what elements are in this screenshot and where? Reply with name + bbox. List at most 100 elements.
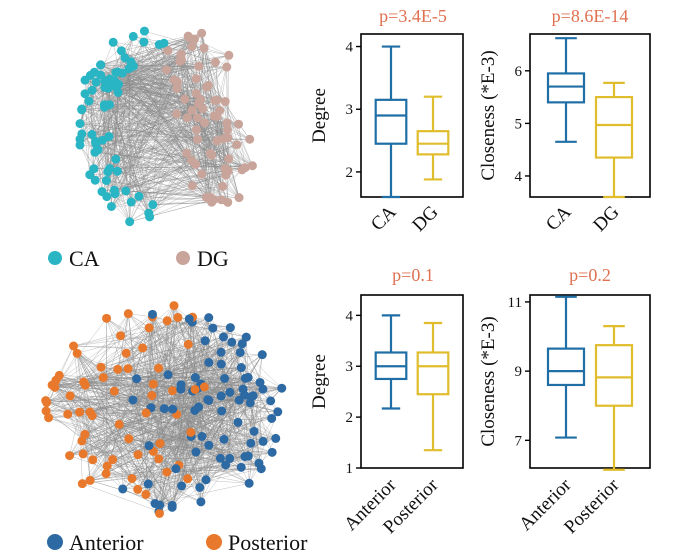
- y-tick-label: 7: [515, 433, 523, 449]
- network-node: [273, 407, 283, 417]
- network-edge: [84, 434, 147, 495]
- network-node: [209, 195, 219, 205]
- network-edge: [54, 316, 153, 388]
- legend-label-anterior: Anterior: [69, 530, 144, 552]
- box-iqr: [546, 72, 586, 104]
- network-node: [236, 462, 246, 472]
- y-tick-label: 1: [346, 461, 354, 477]
- network-node: [203, 395, 213, 405]
- network-edge: [173, 79, 192, 161]
- network-edge: [176, 354, 263, 415]
- legend-marker-ca: [48, 251, 62, 265]
- network-node: [109, 386, 119, 396]
- network-node: [246, 438, 256, 448]
- network-edge: [179, 61, 196, 165]
- network-node: [69, 341, 79, 351]
- network-edge: [100, 305, 175, 368]
- network-edge: [122, 488, 156, 504]
- y-tick-label: 11: [508, 295, 522, 311]
- x-category-label: CA: [542, 201, 576, 235]
- network-edge: [153, 374, 169, 452]
- network-edge: [203, 48, 253, 166]
- network-node: [224, 154, 234, 164]
- network-node: [190, 384, 200, 394]
- network-edge: [225, 396, 251, 466]
- network-node: [199, 382, 209, 392]
- network-edge: [106, 180, 211, 198]
- y-tick-label: 3: [346, 102, 354, 118]
- network-edge: [206, 67, 228, 198]
- network-edge: [167, 343, 243, 375]
- network-node: [184, 314, 194, 324]
- network-node: [75, 119, 85, 129]
- network-edge: [221, 343, 243, 365]
- network-node: [217, 195, 227, 205]
- network-node: [89, 164, 99, 174]
- network-edge: [154, 483, 250, 504]
- network-edge: [247, 377, 272, 419]
- network-edge: [125, 116, 218, 192]
- box-anterior: [374, 314, 408, 410]
- network-node: [147, 390, 157, 400]
- network-node: [144, 323, 154, 333]
- network-node: [218, 332, 228, 342]
- network-edge: [73, 345, 143, 349]
- network-edge: [104, 80, 207, 198]
- legend-marker-anterior: [47, 534, 63, 550]
- network-node: [88, 455, 98, 465]
- network-edge: [224, 101, 246, 168]
- network-node: [111, 68, 121, 78]
- network-edge: [76, 353, 93, 460]
- network-node: [75, 407, 85, 417]
- network-node: [186, 427, 196, 437]
- network-edge: [70, 395, 225, 440]
- network-edge: [212, 328, 225, 440]
- network-node: [126, 197, 136, 207]
- network-node: [277, 383, 287, 393]
- network-node: [266, 396, 276, 406]
- network-node: [197, 169, 207, 179]
- network-node: [241, 332, 251, 342]
- network-node: [177, 481, 187, 491]
- network-edge: [79, 90, 93, 124]
- network-node: [193, 134, 203, 144]
- network-edge: [79, 100, 215, 124]
- y-axis-label: Degree: [309, 354, 330, 409]
- network-node: [159, 38, 169, 48]
- network-edge: [237, 367, 242, 423]
- network-node: [90, 175, 100, 185]
- box-iqr: [594, 95, 634, 159]
- network-node: [225, 323, 235, 333]
- network-edge: [114, 313, 129, 392]
- network-node: [247, 161, 257, 171]
- network-node: [191, 125, 201, 135]
- network-node: [204, 440, 214, 450]
- network-edge: [129, 199, 214, 222]
- network-edge: [192, 316, 247, 338]
- network-node: [225, 387, 235, 397]
- network-node: [41, 396, 51, 406]
- network-node: [65, 391, 75, 401]
- network-nodes: [41, 301, 287, 518]
- network-edge: [125, 79, 175, 191]
- network-edge: [148, 327, 168, 473]
- network-node: [98, 373, 108, 383]
- network-node: [139, 26, 149, 36]
- network-edge: [201, 33, 215, 200]
- network-node: [141, 408, 151, 418]
- network-node: [98, 135, 108, 145]
- network-edge: [79, 412, 83, 484]
- box-iqr: [546, 347, 586, 387]
- network-node: [148, 379, 158, 389]
- network-node: [84, 96, 94, 106]
- network-node: [215, 453, 225, 463]
- network-node: [121, 348, 131, 358]
- network-edge: [91, 90, 109, 172]
- network-edge: [81, 107, 105, 135]
- network-node: [237, 339, 247, 349]
- network-node: [80, 89, 90, 99]
- network-node: [184, 32, 194, 42]
- network-edge: [120, 314, 153, 336]
- network-node: [145, 212, 155, 222]
- network-node: [128, 31, 138, 41]
